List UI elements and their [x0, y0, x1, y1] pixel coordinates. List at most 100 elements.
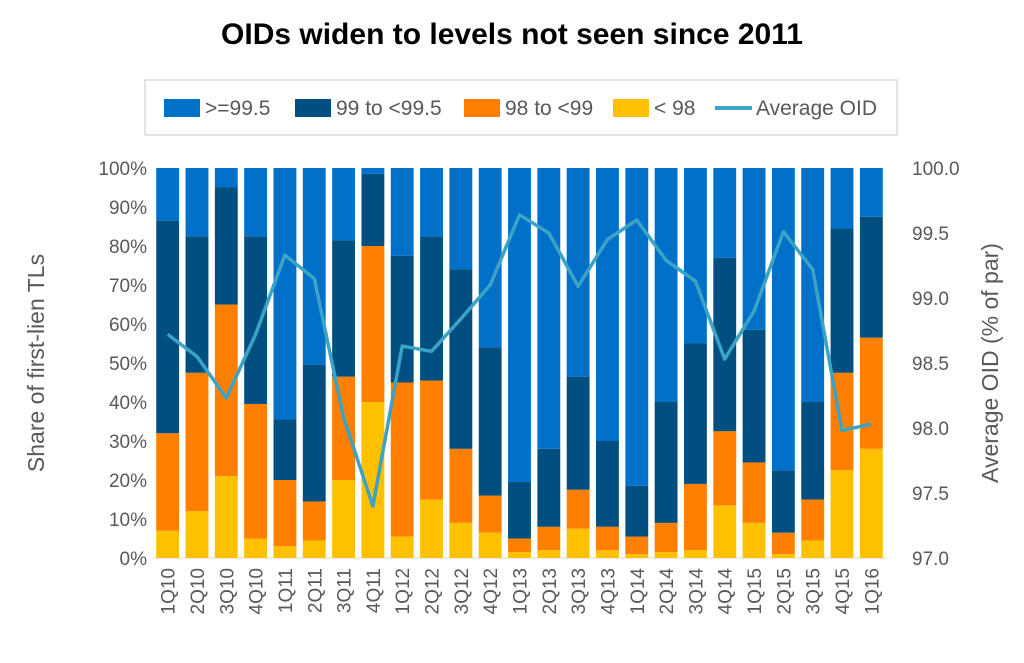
- bar-segment-ge-99-5-1q16: [859, 168, 883, 217]
- y-tick-label: 0%: [120, 549, 148, 570]
- x-tick-label: 4Q15: [833, 568, 854, 614]
- bar-segment-99-to-lt-99-5-3q13: [566, 376, 590, 490]
- bar-segment-99-to-lt-99-5-4q11: [361, 173, 385, 246]
- x-tick-label: 3Q11: [335, 568, 356, 613]
- bar-segment-lt-98-4q13: [596, 550, 619, 558]
- bar-stack-4q11: [361, 168, 385, 558]
- bar-stack-1q12: [390, 168, 414, 558]
- bar-segment-98-to-lt-99-1q10: [156, 433, 180, 531]
- bar-stack-2q15: [771, 168, 795, 558]
- bar-segment-lt-98-1q15: [742, 522, 766, 558]
- bar-segment-98-to-lt-99-1q12: [390, 382, 414, 537]
- x-tick-label: 1Q12: [393, 568, 414, 614]
- x-tick-label: 4Q13: [598, 568, 619, 614]
- legend-label: Average OID: [756, 97, 877, 120]
- x-tick-label: 1Q10: [159, 568, 180, 614]
- x-tick-label: 3Q13: [569, 568, 590, 614]
- bar-segment-99-to-lt-99-5-4q13: [596, 441, 619, 527]
- bar-segment-ge-99-5-2q10: [185, 168, 209, 237]
- x-tick-label: 2Q13: [540, 568, 561, 614]
- bar-segment-99-to-lt-99-5-2q10: [185, 236, 209, 373]
- bar-segment-lt-98-1q10: [156, 530, 180, 558]
- legend-label: 98 to <99: [505, 97, 593, 120]
- average-oid-line-layer: [166, 213, 872, 508]
- bar-segment-98-to-lt-99-3q15: [801, 499, 825, 541]
- legend-label: < 98: [654, 97, 695, 120]
- bar-segment-98-to-lt-99-4q13: [596, 526, 619, 551]
- bar-stack-2q10: [185, 168, 209, 558]
- bar-stack-1q11: [273, 168, 297, 558]
- bar-stack-1q15: [742, 168, 766, 558]
- bar-segment-ge-99-5-3q13: [566, 168, 590, 377]
- legend-item-ge-99-5: >=99.5: [164, 97, 270, 120]
- bar-segment-98-to-lt-99-4q10: [244, 403, 268, 539]
- bar-stack-2q12: [420, 168, 443, 558]
- bar-segment-98-to-lt-99-1q15: [742, 462, 766, 523]
- bar-stack-4q15: [830, 168, 854, 558]
- bar-segment-lt-98-2q12: [420, 499, 443, 558]
- y-tick-label: 10%: [109, 510, 147, 531]
- bar-segment-98-to-lt-99-2q13: [537, 526, 561, 551]
- legend: >=99.5 99 to <99.5 98 to <99 < 98 Average OI…: [144, 79, 898, 136]
- bar-segment-99-to-lt-99-5-3q10: [214, 187, 238, 305]
- bar-segment-98-to-lt-99-3q13: [566, 489, 590, 529]
- legend-swatch: [295, 99, 331, 117]
- bar-segment-lt-98-4q14: [713, 505, 737, 558]
- y2-tick-label: 97.0: [912, 549, 949, 570]
- bar-segment-lt-98-1q16: [859, 448, 883, 558]
- y2-tick-label: 99.5: [912, 224, 949, 245]
- bar-stack-2q14: [654, 168, 678, 558]
- bar-stack-4q10: [244, 168, 268, 558]
- bar-segment-lt-98-1q14: [625, 554, 649, 558]
- legend-swatch: [613, 99, 649, 117]
- bar-segment-lt-98-2q15: [771, 554, 795, 558]
- bar-segment-99-to-lt-99-5-3q12: [449, 269, 473, 449]
- bar-stack-4q13: [596, 168, 619, 558]
- bar-segment-lt-98-1q12: [390, 536, 414, 558]
- x-tick-label: 4Q10: [247, 568, 268, 614]
- bar-segment-ge-99-5-4q13: [596, 168, 619, 441]
- bar-segment-lt-98-3q11: [332, 480, 356, 558]
- bar-segment-98-to-lt-99-4q12: [478, 495, 502, 533]
- bar-stack-1q16: [859, 168, 883, 558]
- bar-segment-98-to-lt-99-3q11: [332, 376, 356, 480]
- bar-segment-lt-98-3q13: [566, 528, 590, 558]
- bar-stack-1q13: [508, 168, 531, 558]
- legend-box: [144, 79, 898, 136]
- bar-segment-98-to-lt-99-3q10: [214, 304, 238, 477]
- bar-segment-lt-98-4q12: [478, 532, 502, 558]
- bar-segment-98-to-lt-99-1q16: [859, 337, 883, 449]
- bar-segment-lt-98-3q15: [801, 540, 825, 558]
- x-tick-label: 4Q12: [481, 568, 502, 614]
- bar-segment-98-to-lt-99-1q14: [625, 536, 649, 555]
- bar-segment-99-to-lt-99-5-4q10: [244, 236, 268, 404]
- x-tick-label: 2Q11: [305, 568, 326, 613]
- x-tick-label: 2Q12: [423, 568, 444, 614]
- bar-segment-ge-99-5-2q15: [771, 168, 795, 471]
- average-oid-line: [166, 213, 872, 508]
- bar-stacks: [156, 168, 883, 558]
- bar-segment-ge-99-5-4q11: [361, 168, 385, 174]
- bar-segment-ge-99-5-2q14: [654, 168, 678, 402]
- bar-stack-4q14: [713, 168, 737, 558]
- bar-segment-ge-99-5-1q11: [273, 168, 297, 420]
- bar-segment-ge-99-5-1q14: [625, 168, 649, 486]
- bar-segment-99-to-lt-99-5-4q15: [830, 228, 854, 373]
- bar-segment-ge-99-5-4q12: [478, 168, 502, 348]
- legend-swatch: [464, 99, 500, 117]
- y2-tick-label: 99.0: [912, 289, 949, 310]
- x-tick-label: 1Q15: [745, 568, 766, 614]
- y-tick-label: 30%: [109, 432, 147, 453]
- x-tick-label: 1Q13: [511, 568, 532, 614]
- bar-segment-ge-99-5-3q10: [214, 168, 238, 188]
- bar-segment-98-to-lt-99-2q10: [185, 372, 209, 512]
- bar-segment-ge-99-5-1q12: [390, 168, 414, 256]
- bar-segment-99-to-lt-99-5-1q16: [859, 216, 883, 338]
- bar-segment-98-to-lt-99-3q12: [449, 448, 473, 523]
- x-tick-label: 1Q14: [628, 568, 649, 615]
- bar-segment-99-to-lt-99-5-1q10: [156, 220, 180, 434]
- bar-stack-1q10: [156, 168, 180, 558]
- x-tick-label: 2Q15: [774, 568, 795, 614]
- y-tick-label: 80%: [109, 237, 147, 258]
